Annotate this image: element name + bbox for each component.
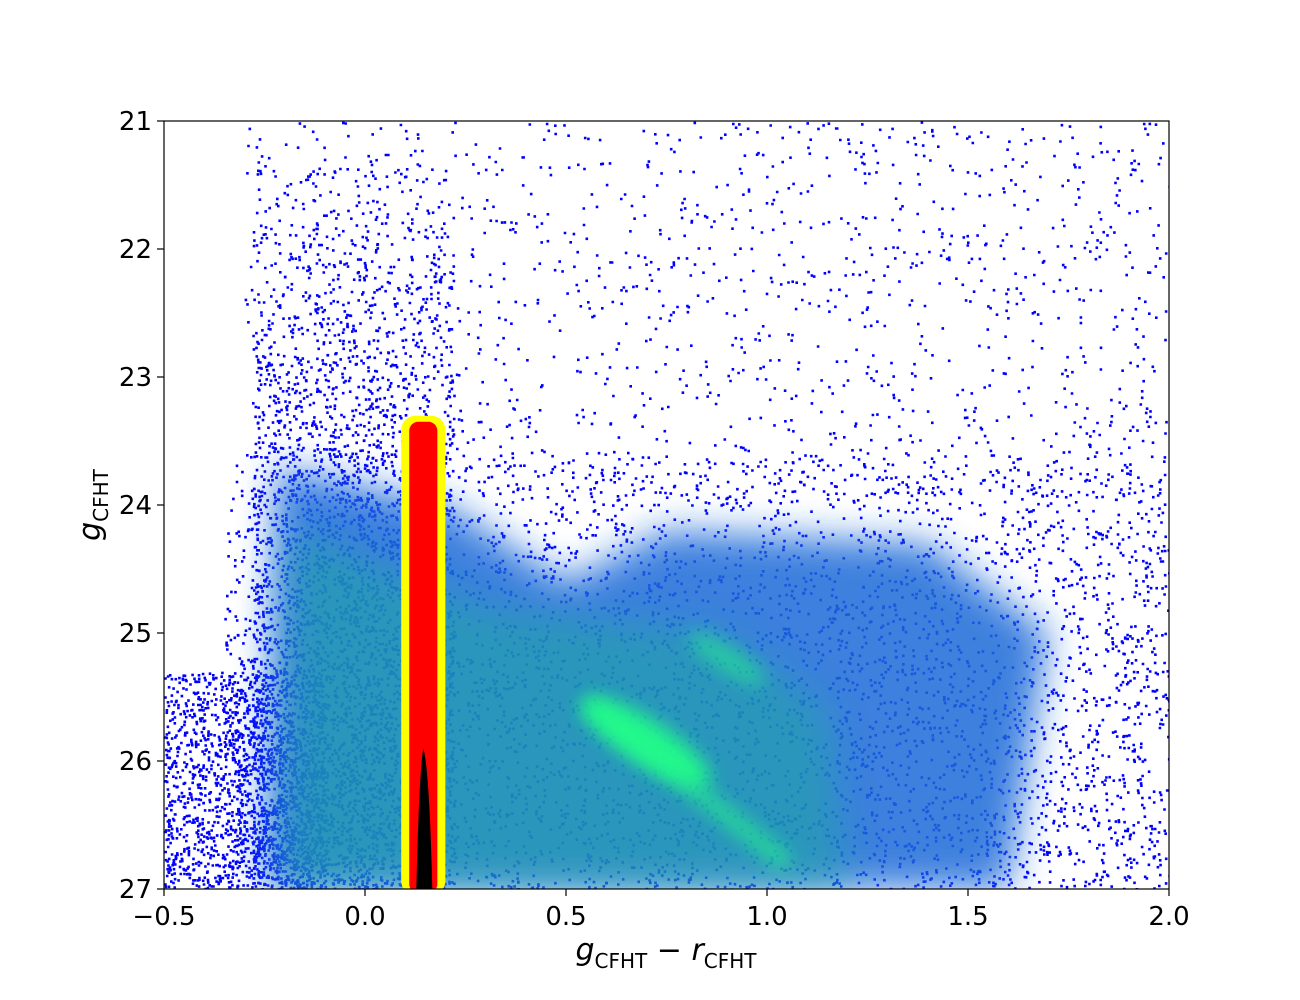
y-tick-label: 27 <box>119 875 152 905</box>
y-tick-label: 21 <box>119 107 152 137</box>
x-tick-label: 0.5 <box>545 902 586 932</box>
x-tick-label: 1.5 <box>947 902 988 932</box>
density-streak <box>580 696 793 871</box>
selection-inner <box>409 421 438 889</box>
x-tick-label: 0.0 <box>344 902 385 932</box>
density-peak <box>688 632 766 686</box>
selection-region <box>401 415 446 889</box>
x-tick-label: 2.0 <box>1148 902 1189 932</box>
x-tick-label: 1.0 <box>746 902 787 932</box>
y-tick-label: 25 <box>119 619 152 649</box>
y-axis: 21 22 23 24 25 26 27 <box>119 107 164 905</box>
density-layer <box>264 466 1049 889</box>
y-tick-label: 22 <box>119 235 152 265</box>
y-tick-label: 24 <box>119 491 152 521</box>
plot-area <box>164 121 1169 889</box>
y-tick-label: 23 <box>119 363 152 393</box>
x-axis: −0.5 0.0 0.5 1.0 1.5 2.0 <box>132 889 1190 932</box>
x-axis-label: gCFHT − rCFHT <box>575 933 757 973</box>
x-tick-label: −0.5 <box>132 902 195 932</box>
y-tick-label: 26 <box>119 747 152 777</box>
y-axis-label: gCFHT <box>73 468 113 541</box>
selection-core <box>416 748 433 889</box>
